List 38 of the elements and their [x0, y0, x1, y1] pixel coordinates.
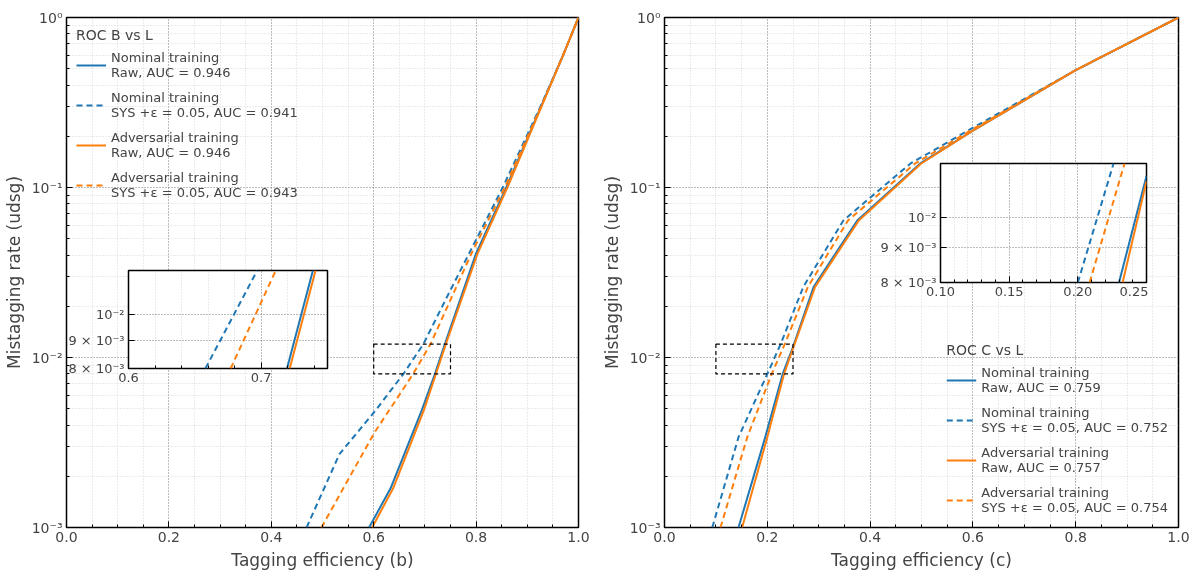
- legend-title: ROC B vs L: [76, 27, 154, 43]
- legend-label: Adversarial training Raw, AUC = 0.757: [981, 444, 1109, 477]
- x-tick-label: 0.4: [260, 528, 283, 545]
- legend-label: Nominal training Raw, AUC = 0.759: [981, 364, 1101, 397]
- legend-label: Adversarial training SYS +ε = 0.05, AUC = 0.943: [111, 169, 298, 202]
- x-axis-title: Tagging efficiency (b): [230, 549, 414, 570]
- legend-label: Adversarial training SYS +ε = 0.05, AUC = 0.754: [981, 484, 1168, 517]
- x-tick-label: 1.0: [1167, 528, 1190, 545]
- x-tick-label: 0.4: [858, 528, 882, 545]
- legend-label: Nominal training SYS +ε = 0.05, AUC = 0.941: [111, 89, 298, 122]
- y-tick-label: 10⁻²: [907, 209, 937, 225]
- y-axis-title: Mistagging rate (udsg): [3, 175, 24, 370]
- y-axis-title: Mistagging rate (udsg): [601, 175, 622, 370]
- x-axis-title: Tagging efficiency (c): [830, 549, 1012, 570]
- y-tick-label: 10⁻¹: [629, 179, 661, 196]
- y-tick-label: 10⁻²: [629, 349, 661, 366]
- x-tick-label: 0.8: [464, 528, 488, 545]
- x-tick-label: 0.6: [961, 528, 985, 545]
- x-tick-label: 0.25: [1119, 283, 1149, 299]
- legend-title: ROC C vs L: [946, 342, 1025, 358]
- legend-label: Nominal training SYS +ε = 0.05, AUC = 0.752: [981, 404, 1168, 437]
- x-tick-label: 0.2: [756, 528, 779, 545]
- legend-label: Adversarial training Raw, AUC = 0.946: [111, 129, 239, 162]
- x-tick-label: 0.6: [362, 528, 385, 545]
- legend-label: Nominal training Raw, AUC = 0.946: [111, 49, 231, 82]
- x-tick-label: 0.15: [994, 283, 1024, 299]
- y-tick-label: 10⁻²: [95, 307, 125, 323]
- y-tick-label: 9 × 10⁻³: [68, 332, 125, 348]
- x-tick-label: 0.8: [1064, 528, 1087, 545]
- x-tick-label: 0.2: [157, 528, 181, 545]
- x-tick-label: 1.0: [567, 528, 590, 545]
- x-tick-label: 0.7: [250, 369, 272, 385]
- y-tick-label: 9 × 10⁻³: [880, 240, 937, 256]
- y-tick-label: 10⁰: [39, 9, 63, 26]
- y-tick-label: 10⁰: [637, 9, 661, 26]
- y-tick-label: 10⁻²: [31, 349, 63, 366]
- x-tick-label: 0.20: [1063, 283, 1093, 299]
- y-tick-label: 10⁻¹: [31, 179, 63, 196]
